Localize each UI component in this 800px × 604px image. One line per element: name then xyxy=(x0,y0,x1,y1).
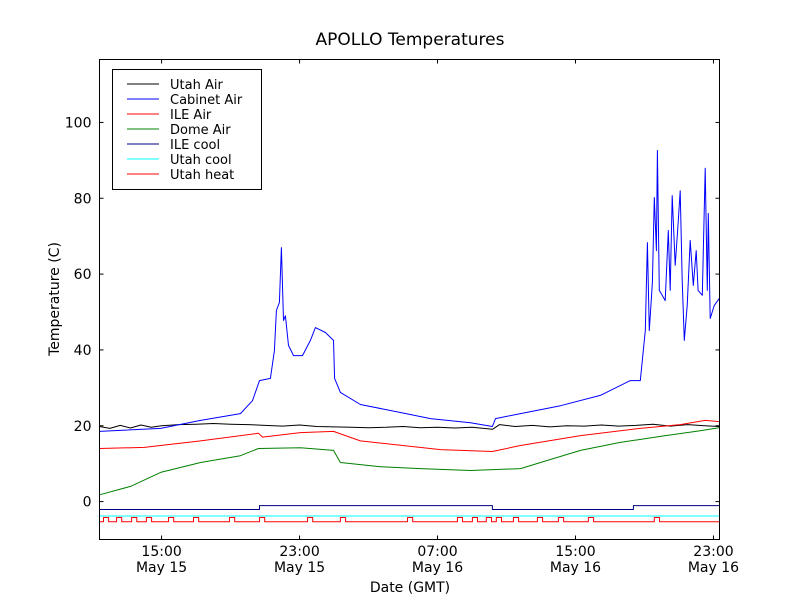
series-line-dome-air xyxy=(99,427,719,496)
x-tick-time: 07:00 xyxy=(417,544,457,560)
plot-frame xyxy=(99,59,720,540)
x-tick-date: May 15 xyxy=(136,560,187,576)
y-tick-label: 0 xyxy=(83,495,92,511)
series-line-cabinet-air xyxy=(99,150,719,432)
x-tick-date: May 15 xyxy=(274,560,325,576)
x-tick-date: May 16 xyxy=(412,560,463,576)
series-line-utah-air xyxy=(99,423,719,430)
legend-label: Utah heat xyxy=(170,168,234,183)
series-line-ile-air xyxy=(99,419,719,452)
x-tick-date: May 16 xyxy=(550,560,601,576)
series-line-ile-cool xyxy=(99,505,719,510)
x-tick-time: 15:00 xyxy=(141,544,181,560)
x-axis-label: Date (GMT) xyxy=(370,580,450,596)
legend-label: ILE cool xyxy=(170,138,220,153)
legend-label: Utah Air xyxy=(170,78,223,93)
legend-label: Dome Air xyxy=(170,123,231,138)
legend-label: ILE Air xyxy=(170,108,212,123)
series-group xyxy=(99,150,719,523)
chart-title: APOLLO Temperatures xyxy=(316,30,505,50)
x-tick-time: 23:00 xyxy=(279,544,319,560)
x-tick-date: May 16 xyxy=(688,560,739,576)
y-tick-label: 60 xyxy=(74,267,92,283)
y-tick-label: 100 xyxy=(65,115,92,131)
x-tick-time: 23:00 xyxy=(693,544,733,560)
y-axis-label: Temperature (C) xyxy=(47,242,63,357)
y-tick-label: 40 xyxy=(74,343,92,359)
legend-label: Utah cool xyxy=(170,153,232,168)
legend-label: Cabinet Air xyxy=(170,93,243,108)
y-tick-label: 80 xyxy=(74,191,92,207)
y-tick-label: 20 xyxy=(74,419,92,435)
series-line-utah-heat xyxy=(99,517,719,523)
x-tick-time: 15:00 xyxy=(555,544,595,560)
